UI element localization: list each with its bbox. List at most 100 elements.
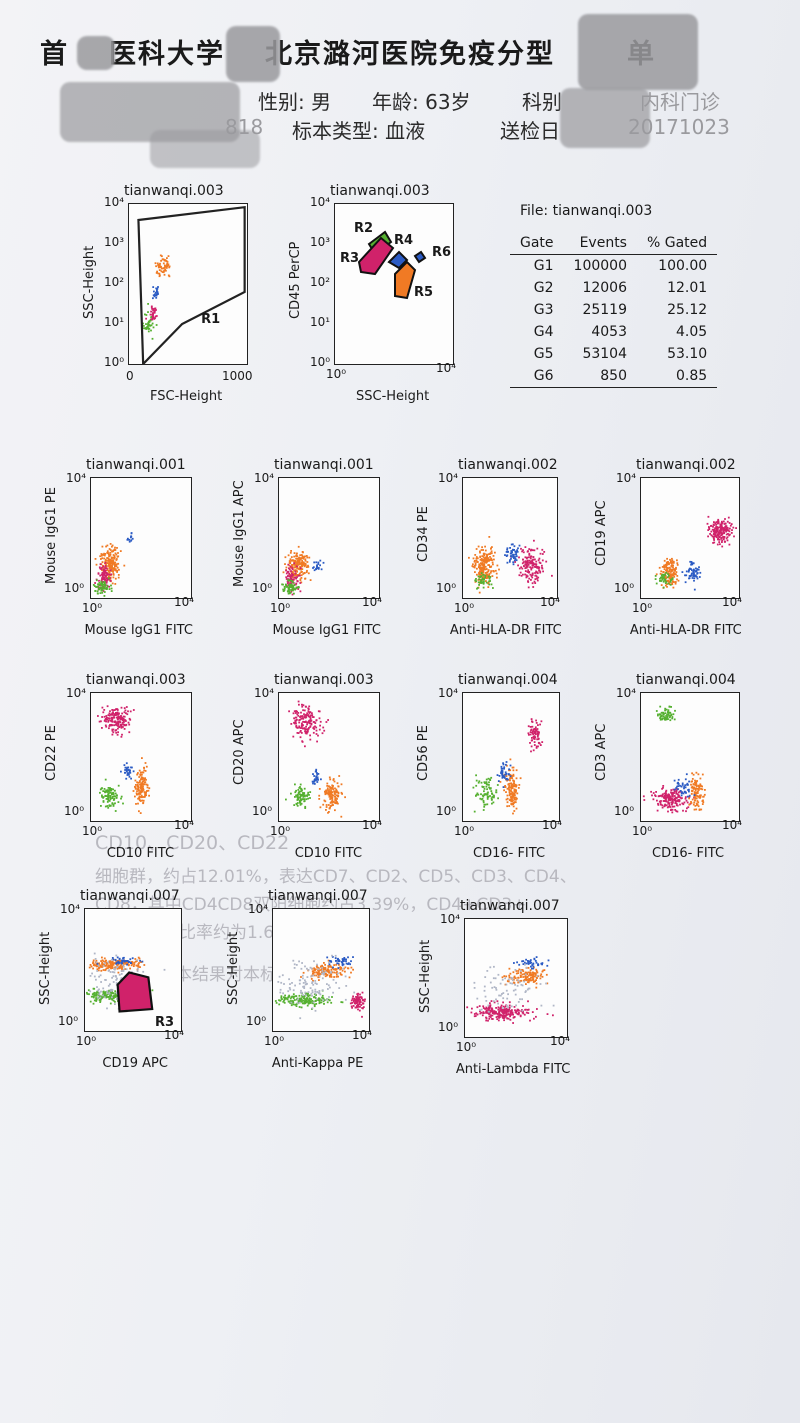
event-dot — [527, 725, 530, 728]
event-dot — [512, 554, 515, 556]
event-dot — [118, 973, 121, 976]
event-dot — [130, 532, 133, 534]
event-dot — [660, 584, 663, 586]
event-dot — [312, 1002, 315, 1005]
event-dot — [304, 559, 307, 562]
event-dot — [306, 721, 309, 724]
event-dot — [659, 794, 662, 797]
event-dot — [495, 789, 498, 792]
event-dot — [288, 573, 290, 575]
event-dot — [301, 565, 304, 568]
event-dot — [333, 964, 336, 966]
event-dot — [139, 796, 142, 798]
event-dot — [508, 967, 511, 970]
event-dot — [148, 787, 151, 790]
event-dot — [107, 717, 110, 720]
event-dot — [328, 795, 331, 798]
event-dot — [316, 773, 319, 776]
event-dot — [663, 574, 665, 577]
event-dot — [670, 789, 673, 791]
event-dot — [484, 976, 487, 978]
event-dot — [112, 997, 115, 999]
event-dot — [311, 1000, 314, 1002]
event-dot — [294, 719, 297, 722]
event-dot — [531, 737, 533, 739]
event-dot — [666, 557, 668, 560]
event-dot — [656, 799, 658, 802]
event-dot — [301, 996, 304, 998]
event-dot — [124, 769, 126, 771]
event-dot — [151, 337, 154, 340]
event-dot — [105, 789, 108, 792]
event-dot — [677, 791, 680, 794]
event-dot — [94, 958, 97, 960]
event-dot — [282, 992, 284, 995]
event-dot — [101, 591, 104, 594]
event-dot — [484, 574, 487, 577]
event-dot — [542, 570, 544, 573]
event-dot — [352, 968, 354, 971]
event-dot — [486, 571, 489, 574]
event-dot — [479, 564, 481, 567]
event-dot — [484, 568, 486, 571]
event-dot — [297, 795, 299, 797]
event-dot — [109, 804, 112, 807]
event-dot — [321, 732, 324, 735]
event-dot — [498, 1015, 500, 1017]
event-dot — [296, 732, 299, 734]
event-dot — [122, 726, 124, 728]
event-dot — [93, 994, 96, 997]
sample-field: 标本类型: 血液 — [292, 115, 425, 144]
event-dot — [120, 795, 123, 798]
event-dot — [521, 973, 524, 976]
event-dot — [116, 569, 119, 572]
event-dot — [105, 963, 108, 966]
event-dot — [472, 786, 475, 789]
event-dot — [521, 562, 524, 565]
event-dot — [485, 581, 488, 584]
event-dot — [671, 561, 673, 564]
event-dot — [152, 326, 155, 329]
event-dot — [508, 976, 511, 979]
event-dot — [508, 1009, 510, 1012]
event-dot — [664, 575, 667, 578]
event-dot — [332, 966, 334, 969]
x-axis-label: Anti-HLA-DR FITC — [629, 623, 742, 638]
event-dot — [310, 722, 313, 725]
event-dot — [483, 805, 486, 808]
event-dot — [108, 996, 111, 998]
event-dot — [506, 561, 509, 564]
event-dot — [672, 793, 674, 796]
event-dot — [501, 993, 503, 995]
event-dot — [301, 974, 304, 977]
event-dot — [102, 965, 105, 967]
event-dot — [493, 796, 495, 799]
event-dot — [100, 580, 103, 583]
event-dot — [315, 719, 318, 721]
event-dot — [509, 776, 512, 779]
x-axis-label: CD10 FITC — [106, 846, 175, 861]
event-dot — [523, 961, 526, 964]
event-dot — [125, 968, 128, 971]
event-dot — [95, 1000, 98, 1002]
event-dot — [318, 992, 321, 995]
event-dot — [288, 710, 290, 713]
event-dot — [533, 539, 535, 542]
event-dot — [680, 785, 683, 788]
event-dot — [530, 567, 533, 570]
event-dot — [535, 1015, 537, 1018]
event-dot — [306, 561, 309, 563]
event-dot — [531, 561, 534, 564]
event-dot — [304, 991, 307, 994]
event-dot — [93, 585, 96, 587]
event-dot — [108, 804, 111, 807]
event-dot — [318, 999, 321, 1002]
event-dot — [166, 257, 168, 259]
event-dot — [322, 999, 325, 1002]
event-dot — [108, 714, 111, 717]
event-dot — [107, 552, 110, 555]
event-dot — [667, 576, 670, 579]
event-dot — [672, 572, 675, 575]
event-dot — [306, 712, 309, 715]
